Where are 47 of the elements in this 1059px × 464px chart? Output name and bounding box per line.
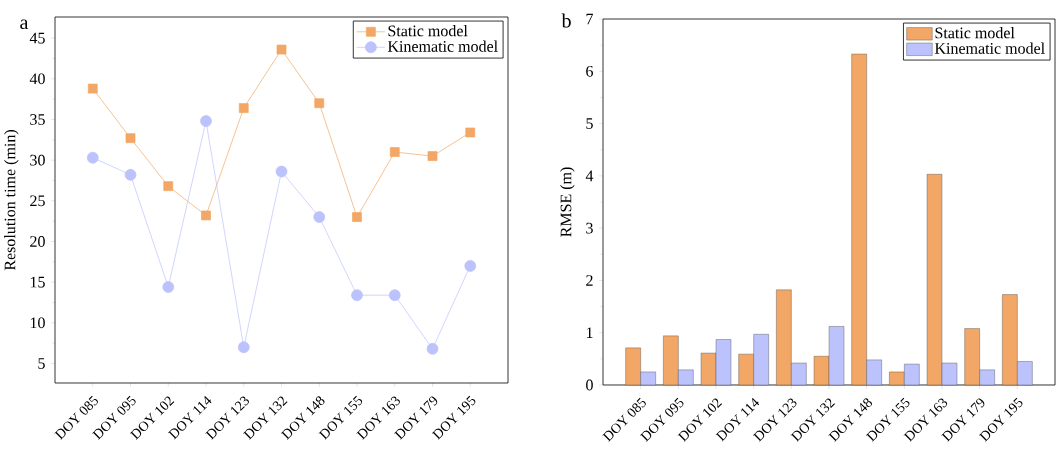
point	[163, 181, 174, 192]
point	[237, 341, 250, 354]
y-tick-label: 0	[586, 379, 593, 391]
point	[388, 289, 401, 302]
point	[200, 115, 212, 127]
point	[238, 103, 249, 113]
y-tick-label: 4	[585, 170, 594, 182]
y-tick-label: 3	[586, 222, 593, 234]
y-tick-label: 25	[30, 195, 45, 207]
point	[426, 342, 439, 355]
y-tick-label: 20	[30, 236, 45, 247]
point	[86, 151, 99, 164]
legend-label: Kinematic model	[934, 42, 1045, 54]
y-tick-label: 35	[30, 114, 45, 125]
y-tick-label: 5	[586, 118, 593, 129]
point	[275, 165, 288, 178]
y-tick-label: 45	[29, 32, 45, 44]
point	[87, 83, 98, 94]
legend-label: Kinematic model	[387, 40, 498, 52]
y-axis-title: Resolution time (min)	[4, 130, 19, 271]
y-axis-title: RMSE (m)	[560, 167, 575, 237]
y-tick-label: 5	[38, 358, 45, 369]
text: a	[20, 19, 29, 30]
y-tick-label: 2	[586, 275, 593, 286]
point	[313, 211, 326, 223]
text: b	[561, 13, 571, 28]
point	[352, 212, 362, 222]
y-tick-label: 15	[30, 276, 45, 288]
point	[389, 147, 400, 157]
y-tick-label: 10	[30, 317, 45, 329]
point	[427, 151, 438, 161]
point	[124, 168, 137, 181]
y-tick-label: 40	[29, 73, 45, 85]
point	[276, 44, 287, 55]
point	[464, 260, 477, 272]
point	[125, 133, 136, 144]
legend-label: Static model	[388, 25, 468, 37]
point	[465, 127, 476, 138]
y-tick-label: 7	[586, 13, 594, 25]
legend-label: Static model	[935, 27, 1015, 39]
y-tick-label: 1	[586, 327, 593, 338]
y-tick-label: 30	[30, 154, 45, 166]
y-tick-label: 6	[586, 65, 593, 77]
point	[162, 281, 175, 293]
point	[201, 210, 211, 221]
point	[351, 289, 363, 302]
point	[314, 98, 325, 109]
